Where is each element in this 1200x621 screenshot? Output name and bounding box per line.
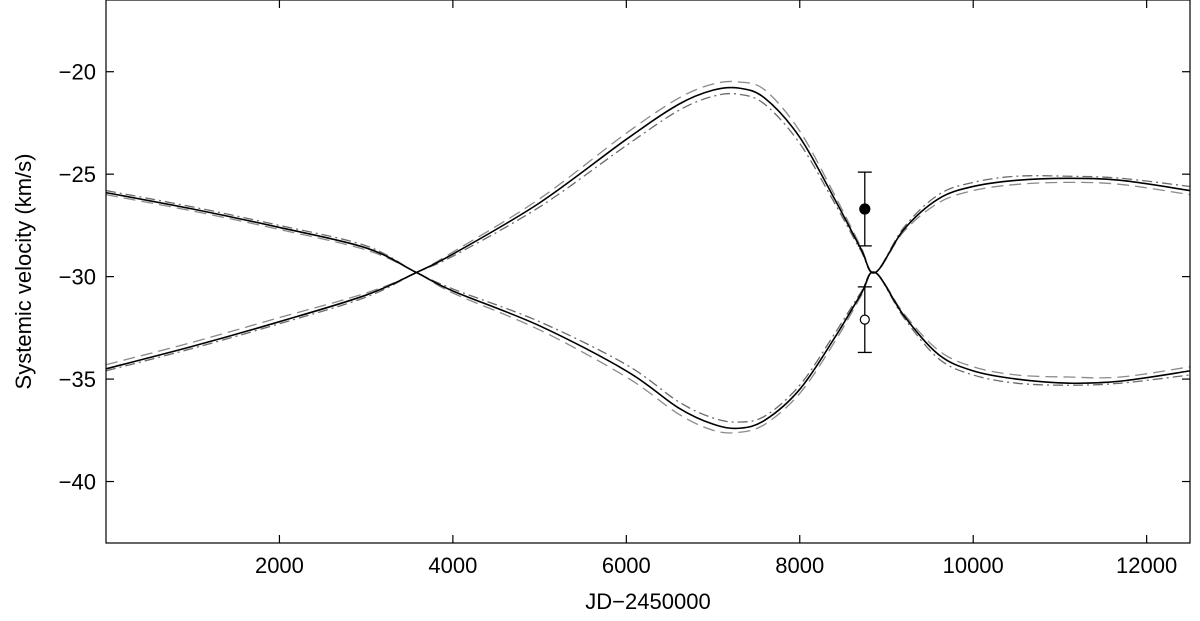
series-line-dashdot	[105, 92, 1191, 372]
y-axis-label: Systemic velocity (km/s)	[11, 154, 36, 390]
series-line-dashed	[105, 194, 1191, 434]
series-line-solid	[105, 191, 1191, 430]
y-tick-label: −25	[59, 162, 96, 187]
x-axis-ticks: 2000 4000 6000 8000 10000 12000	[255, 0, 1177, 578]
x-axis-label: JD−2450000	[585, 589, 710, 614]
plot-frame	[105, 0, 1191, 544]
y-axis-ticks: −40 −35 −30 −25 −20	[59, 60, 1190, 495]
x-tick-label: 8000	[775, 553, 824, 578]
data-point-open-circle	[857, 286, 872, 354]
model-curves	[105, 80, 1191, 434]
point-marker	[859, 203, 871, 215]
y-tick-label: −30	[59, 265, 96, 290]
series-line-solid	[105, 86, 1191, 370]
data-points	[857, 171, 872, 354]
series-line-dashdot	[105, 189, 1191, 423]
x-tick-label: 10000	[943, 553, 1004, 578]
data-point-filled-circle	[857, 171, 872, 247]
y-tick-label: −40	[59, 470, 96, 495]
x-tick-label: 2000	[255, 553, 304, 578]
series-line-dashed	[105, 80, 1191, 366]
x-tick-label: 12000	[1116, 553, 1177, 578]
y-tick-label: −35	[59, 367, 96, 392]
point-marker	[859, 314, 870, 325]
x-tick-label: 6000	[602, 553, 651, 578]
x-tick-label: 4000	[428, 553, 477, 578]
y-tick-label: −20	[59, 60, 96, 85]
